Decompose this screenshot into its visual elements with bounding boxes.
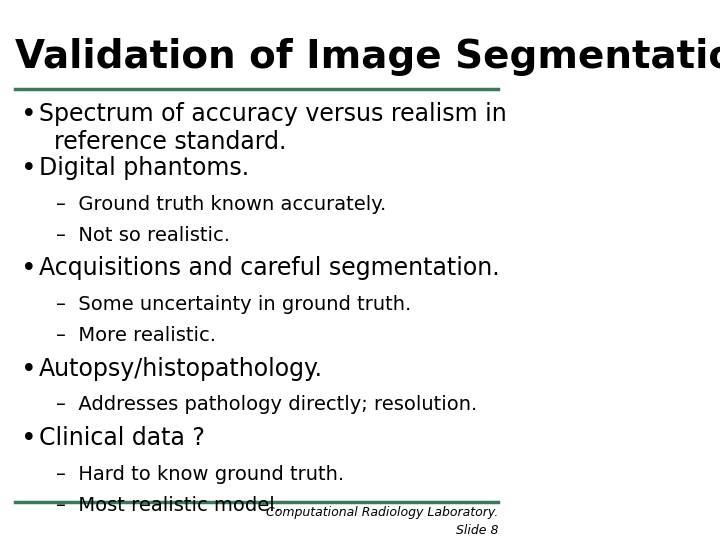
Text: Computational Radiology Laboratory.: Computational Radiology Laboratory. <box>266 507 498 519</box>
Text: –  Ground truth known accurately.: – Ground truth known accurately. <box>56 195 387 214</box>
Text: Spectrum of accuracy versus realism in
  reference standard.: Spectrum of accuracy versus realism in r… <box>39 103 506 154</box>
Text: •: • <box>21 103 36 129</box>
Text: –  Not so realistic.: – Not so realistic. <box>56 226 230 245</box>
Text: •: • <box>21 156 36 182</box>
Text: •: • <box>21 256 36 282</box>
Text: •: • <box>21 426 36 452</box>
Text: –  Most realistic model.: – Most realistic model. <box>56 496 282 515</box>
Text: –  Hard to know ground truth.: – Hard to know ground truth. <box>56 465 345 484</box>
Text: Slide 8: Slide 8 <box>456 524 498 537</box>
Text: Validation of Image Segmentation: Validation of Image Segmentation <box>15 38 720 76</box>
Text: –  Addresses pathology directly; resolution.: – Addresses pathology directly; resoluti… <box>56 395 478 414</box>
Text: –  More realistic.: – More realistic. <box>56 326 217 345</box>
Text: Autopsy/histopathology.: Autopsy/histopathology. <box>39 356 323 381</box>
Text: –  Some uncertainty in ground truth.: – Some uncertainty in ground truth. <box>56 295 412 314</box>
Text: •: • <box>21 356 36 382</box>
Text: Digital phantoms.: Digital phantoms. <box>39 156 248 180</box>
Text: Acquisitions and careful segmentation.: Acquisitions and careful segmentation. <box>39 256 499 280</box>
Text: Clinical data ?: Clinical data ? <box>39 426 204 450</box>
